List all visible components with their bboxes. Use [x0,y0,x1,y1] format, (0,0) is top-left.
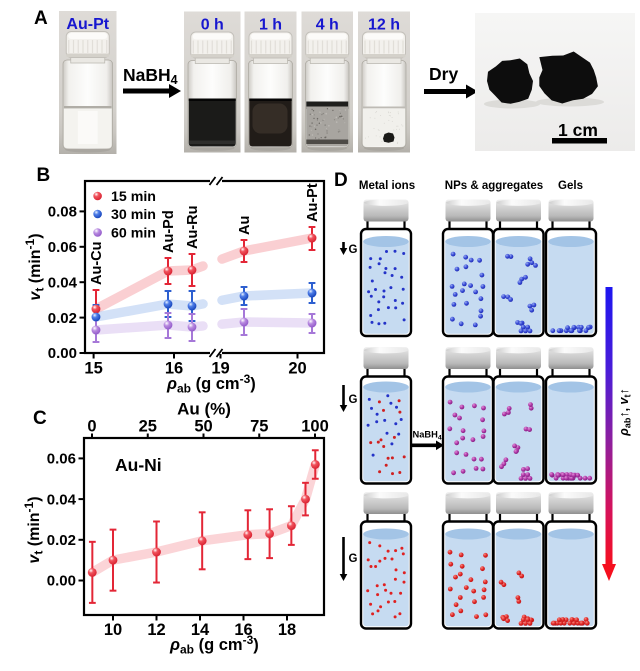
svg-text:Au: Au [237,216,253,235]
svg-text:10: 10 [104,621,122,639]
svg-text:NaBH4: NaBH4 [123,65,178,87]
svg-text:0.06: 0.06 [47,451,76,468]
svg-text:vt (min-1): vt (min-1) [23,233,47,300]
svg-text:19: 19 [211,360,229,378]
svg-text:12: 12 [147,621,165,639]
svg-text:Au-Pt: Au-Pt [305,183,321,222]
svg-text:100: 100 [301,418,329,436]
svg-text:Au-Cu: Au-Cu [89,242,105,286]
svg-text:75: 75 [250,418,268,436]
svg-text:NPs & aggregates: NPs & aggregates [445,180,543,192]
svg-text:0.04: 0.04 [48,274,78,291]
svg-text:15: 15 [84,360,102,378]
svg-text:vt (min-1): vt (min-1) [22,496,46,563]
svg-text:12 h: 12 h [368,17,400,34]
svg-text:0.02: 0.02 [48,310,77,327]
svg-text:Au-Ru: Au-Ru [185,206,201,250]
svg-text:0.02: 0.02 [47,532,76,549]
svg-text:A: A [34,8,48,29]
svg-text:ρab (g cm-3): ρab (g cm-3) [166,372,256,396]
svg-text:D: D [334,170,348,191]
svg-text:14: 14 [191,621,210,639]
svg-text:1 cm: 1 cm [558,120,598,140]
svg-text:ρab↑, vt↑: ρab↑, vt↑ [617,388,633,437]
svg-text:4 h: 4 h [316,17,339,34]
svg-text:20: 20 [288,360,306,378]
svg-text:Metal ions: Metal ions [359,180,415,192]
svg-text:60 min: 60 min [111,226,156,242]
svg-text:Gels: Gels [558,180,583,192]
svg-text:50: 50 [194,418,212,436]
svg-text:B: B [37,165,51,186]
svg-text:16: 16 [165,360,183,378]
svg-text:25: 25 [139,418,157,436]
svg-text:1 h: 1 h [259,17,282,34]
svg-text:Dry: Dry [429,64,458,84]
svg-text:ρab (g cm-3): ρab (g cm-3) [169,633,259,657]
svg-text:Au-Pt: Au-Pt [66,16,109,33]
svg-text:30 min: 30 min [111,207,156,223]
svg-text:C: C [33,408,47,429]
svg-text:0 h: 0 h [201,17,224,34]
svg-text:Au (%): Au (%) [177,400,231,419]
svg-text:0.06: 0.06 [48,239,77,256]
svg-text:15 min: 15 min [111,189,156,205]
svg-text:NaBH4: NaBH4 [413,430,442,442]
svg-text:Au-Ni: Au-Ni [115,455,162,475]
svg-text:G: G [349,394,358,406]
svg-text:0.00: 0.00 [47,573,76,590]
svg-text:0.00: 0.00 [48,345,77,362]
svg-text:0.04: 0.04 [47,491,77,508]
svg-text:G: G [349,244,358,256]
svg-text:0.08: 0.08 [48,204,77,221]
svg-text:G: G [349,553,358,565]
svg-text:18: 18 [278,621,296,639]
svg-text:0: 0 [87,418,96,436]
svg-text:Au-Pd: Au-Pd [161,210,177,253]
svg-text:16: 16 [234,621,252,639]
